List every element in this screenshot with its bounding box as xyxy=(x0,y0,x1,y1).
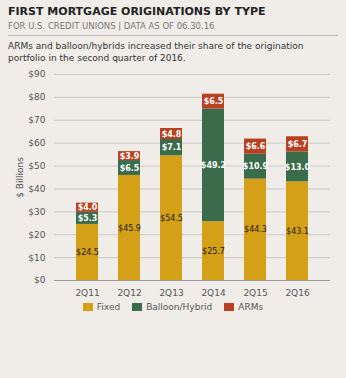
svg-text:$6.5: $6.5 xyxy=(120,164,140,173)
svg-text:$0: $0 xyxy=(34,276,46,286)
svg-text:2Q15: 2Q15 xyxy=(243,288,267,298)
html-text:Balloon/Hybrid: Balloon/Hybrid xyxy=(146,302,213,313)
svg-text:2Q16: 2Q16 xyxy=(285,288,310,298)
svg-text:$90: $90 xyxy=(28,70,45,80)
svg-text:$25.7: $25.7 xyxy=(202,247,225,256)
svg-text:2Q14: 2Q14 xyxy=(201,288,226,298)
svg-text:$10.9: $10.9 xyxy=(243,162,269,171)
svg-text:$60: $60 xyxy=(28,138,45,148)
svg-text:$4.8: $4.8 xyxy=(162,130,182,139)
svg-text:$3.9: $3.9 xyxy=(120,152,140,161)
svg-text:2Q11: 2Q11 xyxy=(75,288,99,298)
svg-text:$70: $70 xyxy=(28,115,45,125)
svg-text:$49.2: $49.2 xyxy=(201,161,226,170)
svg-text:$40: $40 xyxy=(28,184,45,194)
html-text:FIRST MORTGAGE ORIGINATIONS BY: FIRST MORTGAGE ORIGINATIONS BY TYPE xyxy=(8,5,266,18)
svg-text:$10: $10 xyxy=(28,253,45,263)
svg-text:2Q13: 2Q13 xyxy=(159,288,183,298)
svg-text:$54.5: $54.5 xyxy=(160,214,183,223)
svg-text:$6.6: $6.6 xyxy=(246,142,266,151)
svg-text:$80: $80 xyxy=(28,93,45,103)
html-text:FOR U.S. CREDIT UNIONS | DATA: FOR U.S. CREDIT UNIONS | DATA AS OF 06.3… xyxy=(8,21,215,31)
svg-text:$50: $50 xyxy=(28,161,45,171)
svg-text:2Q12: 2Q12 xyxy=(117,288,141,298)
svg-text:$6.7: $6.7 xyxy=(288,140,308,149)
html-text:ARMs: ARMs xyxy=(238,302,264,313)
svg-text:$24.5: $24.5 xyxy=(76,248,99,257)
html-text:ARMs and balloon/hybrids incre: ARMs and balloon/hybrids increased their… xyxy=(8,41,304,64)
html-text:Fixed: Fixed xyxy=(96,302,121,313)
svg-text:$4.0: $4.0 xyxy=(78,204,98,213)
svg-text:$6.5: $6.5 xyxy=(204,97,224,106)
svg-text:$30: $30 xyxy=(28,207,45,217)
svg-text:$44.3: $44.3 xyxy=(244,226,267,235)
svg-text:$13.0: $13.0 xyxy=(285,163,311,172)
svg-text:$45.9: $45.9 xyxy=(118,224,141,233)
svg-text:$5.3: $5.3 xyxy=(78,214,98,223)
svg-text:$43.1: $43.1 xyxy=(286,227,309,236)
svg-text:$20: $20 xyxy=(28,230,45,240)
svg-text:$7.1: $7.1 xyxy=(162,143,182,152)
svg-text:$ Billions: $ Billions xyxy=(15,157,25,198)
